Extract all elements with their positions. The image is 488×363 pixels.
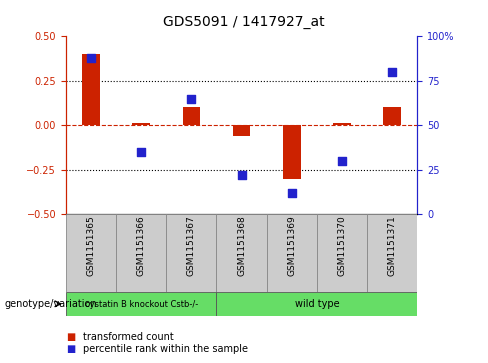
Bar <box>217 292 417 316</box>
Bar <box>166 214 217 292</box>
Text: GDS5091 / 1417927_at: GDS5091 / 1417927_at <box>163 15 325 29</box>
Bar <box>66 292 217 316</box>
Bar <box>217 214 266 292</box>
Bar <box>333 123 351 125</box>
Bar <box>283 125 301 179</box>
Text: ■: ■ <box>66 344 75 354</box>
Bar <box>183 107 200 125</box>
Point <box>137 149 145 155</box>
Bar <box>132 123 150 125</box>
Bar <box>82 54 100 125</box>
Text: genotype/variation: genotype/variation <box>5 299 98 309</box>
Text: GSM1151370: GSM1151370 <box>337 216 346 277</box>
Text: ■: ■ <box>66 332 75 342</box>
Point <box>238 172 245 178</box>
Bar <box>66 214 116 292</box>
Bar <box>266 214 317 292</box>
Bar <box>317 214 367 292</box>
Bar <box>233 125 250 136</box>
Text: GSM1151365: GSM1151365 <box>86 216 96 277</box>
Text: GSM1151368: GSM1151368 <box>237 216 246 277</box>
Point <box>87 55 95 61</box>
Text: GSM1151366: GSM1151366 <box>137 216 146 277</box>
Point <box>288 190 296 196</box>
Point <box>388 69 396 75</box>
Text: transformed count: transformed count <box>83 332 174 342</box>
Text: percentile rank within the sample: percentile rank within the sample <box>83 344 248 354</box>
Point <box>338 158 346 164</box>
Text: GSM1151371: GSM1151371 <box>387 216 397 277</box>
Bar <box>384 107 401 125</box>
Bar <box>116 214 166 292</box>
Text: wild type: wild type <box>295 299 339 309</box>
Text: cystatin B knockout Cstb-/-: cystatin B knockout Cstb-/- <box>84 299 198 309</box>
Text: GSM1151369: GSM1151369 <box>287 216 296 277</box>
Bar <box>367 214 417 292</box>
Point <box>187 96 195 102</box>
Text: GSM1151367: GSM1151367 <box>187 216 196 277</box>
